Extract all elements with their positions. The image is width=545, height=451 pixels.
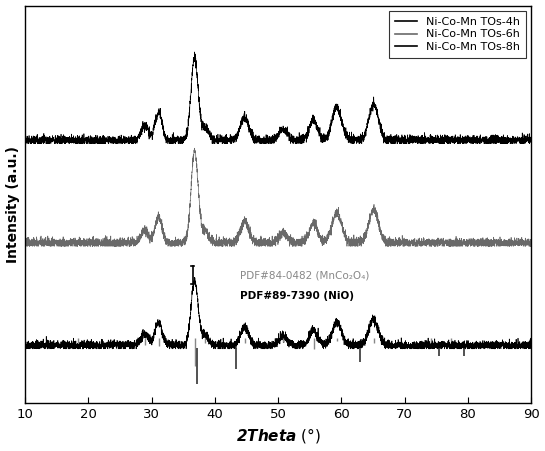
Text: PDF#89-7390 (NiO): PDF#89-7390 (NiO) [240,291,354,301]
Legend: Ni-Co-Mn TOs-4h, Ni-Co-Mn TOs-6h, Ni-Co-Mn TOs-8h: Ni-Co-Mn TOs-4h, Ni-Co-Mn TOs-6h, Ni-Co-… [389,11,525,58]
X-axis label: $\mathbfit{2Theta}$ (°): $\mathbfit{2Theta}$ (°) [235,427,320,446]
Y-axis label: Intensity (a.u.): Intensity (a.u.) [5,146,20,263]
Text: PDF#84-0482 (MnCo₂O₄): PDF#84-0482 (MnCo₂O₄) [240,271,370,281]
